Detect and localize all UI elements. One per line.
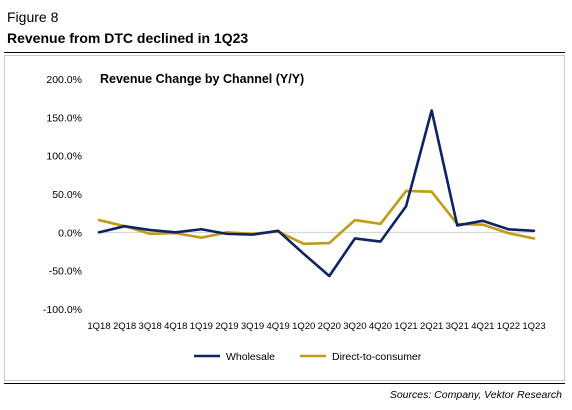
legend: Wholesale Direct-to-consumer [194,351,422,363]
x-tick-label: 2Q18 [113,321,136,332]
figure-title: Revenue from DTC declined in 1Q23 [7,30,249,46]
x-tick-label: 3Q19 [241,321,264,332]
legend-label-wholesale: Wholesale [226,351,275,363]
x-tick-label: 3Q21 [446,321,469,332]
x-tick-label: 1Q21 [394,321,417,332]
y-tick-label: -50.0% [49,266,82,278]
chart-title: Revenue Change by Channel (Y/Y) [100,72,304,86]
x-tick-label: 4Q19 [266,321,289,332]
x-tick-label: 4Q20 [369,321,392,332]
y-tick-label: 0.0% [58,227,82,239]
chart-border [4,55,565,381]
series-line-wholesale [97,109,536,278]
x-tick-label: 2Q21 [420,321,443,332]
source-note: Sources: Company, Vektor Research [389,389,562,401]
y-axis-ticks: -100.0% -50.0% 0.0% 50.0% 100.0% 150.0% 200.0% [43,74,82,316]
x-tick-label: 1Q22 [497,321,520,332]
x-tick-label: 1Q19 [190,321,213,332]
x-tick-label: 2Q19 [215,321,238,332]
bottom-rule [4,383,565,384]
top-rule [4,52,565,53]
line-chart: Revenue Change by Channel (Y/Y) -100.0%-… [4,55,565,381]
y-tick-label: 100.0% [46,151,82,163]
x-tick-label: 3Q18 [139,321,162,332]
y-tick-label: 50.0% [52,189,82,201]
y-tick-label: 200.0% [46,74,82,86]
x-tick-label: 1Q18 [87,321,110,332]
legend-label-direct-to-consumer: Direct-to-consumer [332,351,422,363]
x-tick-label: 4Q21 [471,321,494,332]
x-tick-label: 3Q20 [343,321,366,332]
figure-label: Figure 8 [7,9,59,25]
x-axis-ticks: 1Q18 2Q18 3Q18 4Q18 1Q19 2Q19 3Q19 4Q19 1Q20 2Q20… [87,321,545,332]
x-tick-label: 4Q18 [164,321,187,332]
x-tick-label: 1Q23 [522,321,545,332]
x-tick-label: 1Q20 [292,321,315,332]
y-tick-label: -100.0% [43,304,82,316]
chart-frame: Revenue Change by Channel (Y/Y) -100.0% -… [4,55,565,381]
y-tick-label: 150.0% [46,112,82,124]
x-tick-label: 2Q20 [318,321,341,332]
series-lines [97,109,536,278]
